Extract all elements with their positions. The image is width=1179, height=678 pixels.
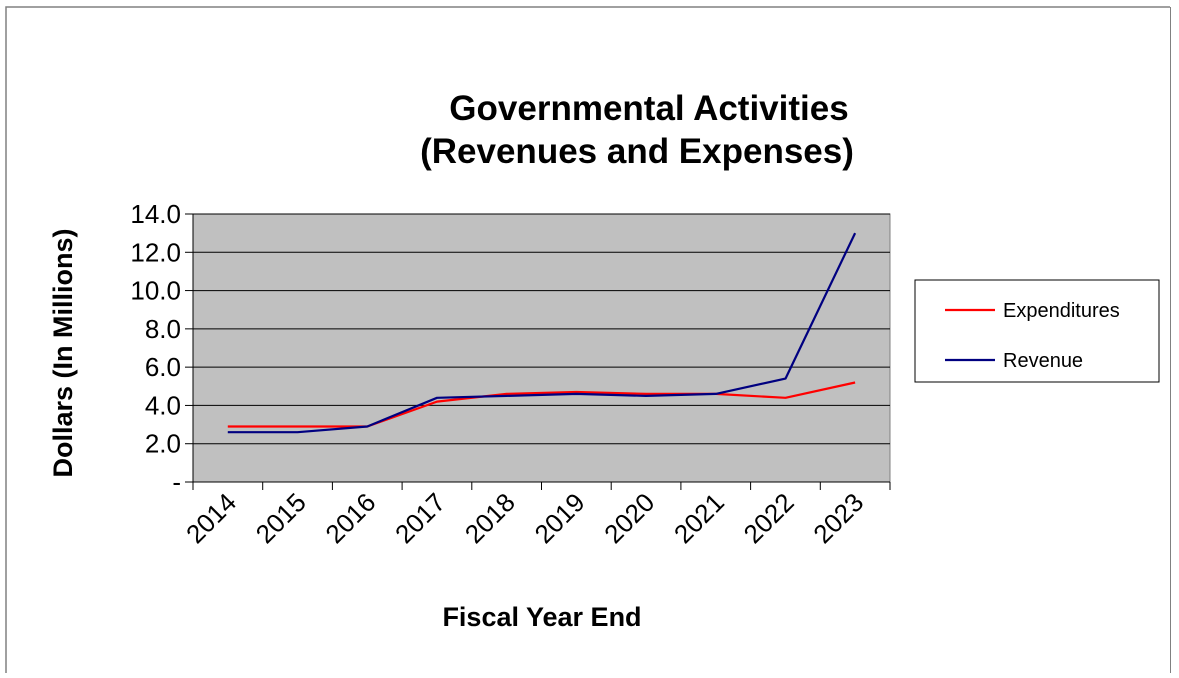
y-tick-label-3: 6.0 <box>145 352 181 382</box>
x-tick-label-2014: 2014 <box>180 487 242 549</box>
y-tick-label-1: 2.0 <box>145 429 181 459</box>
chart-border-right <box>1170 7 1171 673</box>
y-tick-labels: - 2.0 4.0 6.0 8.0 10.0 12.0 14.0 <box>130 199 181 497</box>
x-tick-label-2023: 2023 <box>807 487 869 549</box>
y-tick-label-0: - <box>172 467 181 497</box>
x-axis-label: Fiscal Year End <box>442 602 641 632</box>
x-tick-label-2020: 2020 <box>598 487 660 549</box>
y-tick-label-4: 8.0 <box>145 314 181 344</box>
legend-label-expenditures: Expenditures <box>1003 300 1120 322</box>
x-tick-label-2021: 2021 <box>668 487 730 549</box>
y-tick-label-6: 12.0 <box>130 237 181 267</box>
plot-area <box>193 214 890 482</box>
y-tick-label-2: 4.0 <box>145 390 181 420</box>
legend-label-revenue: Revenue <box>1003 350 1083 372</box>
x-tick-label-2022: 2022 <box>738 487 800 549</box>
x-tick-label-2015: 2015 <box>250 487 312 549</box>
x-tick-label-2019: 2019 <box>528 487 590 549</box>
chart-title-line-2: (Revenues and Expenses) <box>420 132 854 171</box>
x-tick-label-2016: 2016 <box>319 487 381 549</box>
x-tick-label-2017: 2017 <box>389 487 451 549</box>
y-tick-label-7: 14.0 <box>130 199 181 229</box>
y-axis-label: Dollars (In Millions) <box>48 228 78 477</box>
y-tick-label-5: 10.0 <box>130 276 181 306</box>
chart-title-line-1: Governmental Activities <box>449 89 848 128</box>
x-tick-label-2018: 2018 <box>459 487 521 549</box>
